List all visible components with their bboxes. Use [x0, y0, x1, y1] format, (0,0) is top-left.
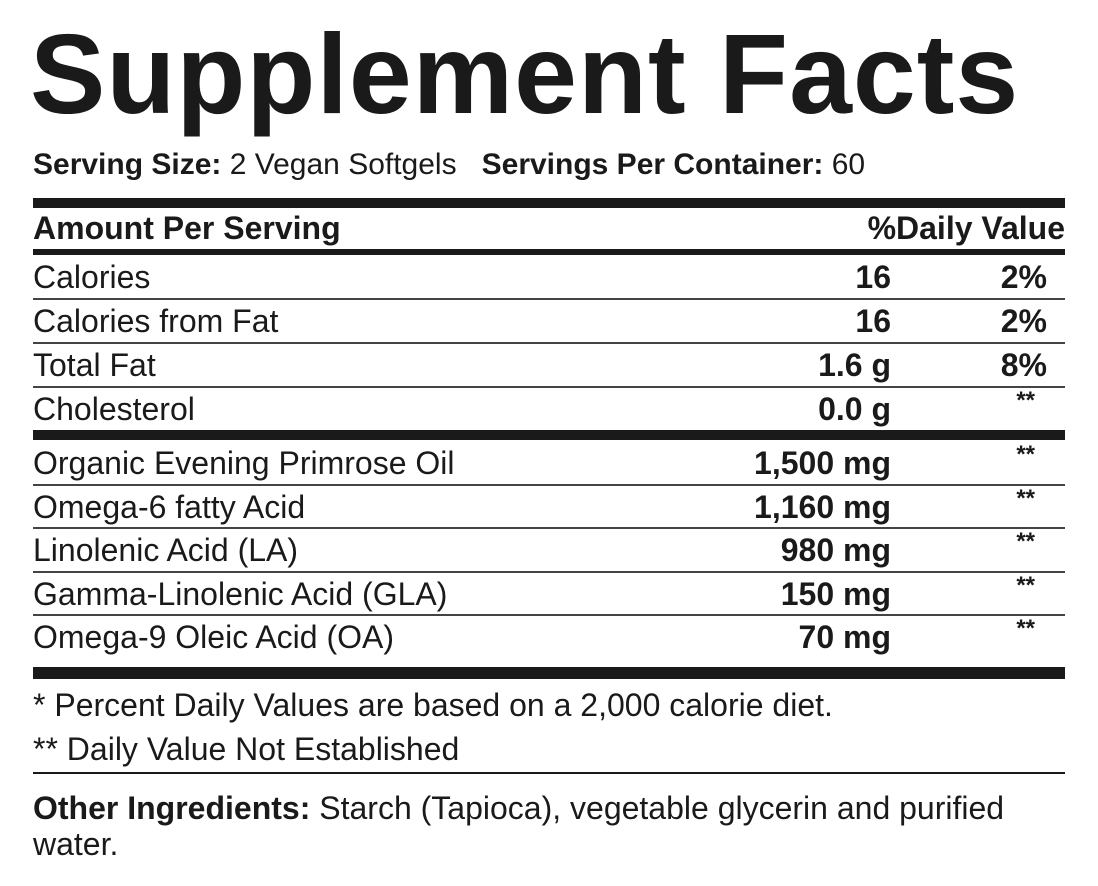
- table-header: Amount Per Serving %Daily Value: [33, 208, 1065, 248]
- row-name: Calories: [33, 259, 151, 295]
- nutrient-row: Calories 16 2%: [33, 255, 1065, 299]
- row-amount: 980 mg: [780, 532, 891, 568]
- row-amount: 70 mg: [798, 619, 891, 655]
- nutrient-row: Total Fat 1.6 g 8%: [33, 343, 1065, 387]
- thick-divider: [33, 198, 1065, 208]
- thin-divider: [33, 570, 1065, 573]
- serving-size-label: Serving Size:: [33, 148, 222, 181]
- thin-divider: [33, 527, 1065, 529]
- nutrient-row: Cholesterol 0.0 g **: [33, 387, 1065, 431]
- row-name: Linolenic Acid (LA): [33, 532, 299, 568]
- row-name: Calories from Fat: [33, 303, 279, 339]
- thin-divider: [33, 298, 1065, 300]
- row-amount: 16: [855, 259, 891, 295]
- thin-divider: [33, 483, 1065, 486]
- medium-divider: [33, 249, 1065, 255]
- ingredient-row: Omega-9 Oleic Acid (OA) 70 mg **: [33, 615, 1065, 659]
- row-amount: 150 mg: [780, 575, 891, 612]
- row-daily-value: **: [1016, 528, 1035, 555]
- header-amount: Amount Per Serving: [33, 210, 341, 246]
- serving-size-value: 2 Vegan Softgels: [229, 148, 457, 181]
- ingredient-row: Linolenic Acid (LA) 980 mg **: [33, 528, 1065, 572]
- other-ingredients-label: Other Ingredients:: [33, 790, 311, 826]
- ingredient-row: Gamma-Linolenic Acid (GLA) 150 mg **: [33, 572, 1065, 616]
- servings-per-container-label: Servings Per Container:: [481, 148, 824, 181]
- row-daily-value: 8%: [1000, 347, 1047, 383]
- row-daily-value: **: [1016, 615, 1035, 642]
- thin-divider: [33, 614, 1065, 616]
- row-amount: 0.0 g: [818, 391, 891, 427]
- header-daily-value: %Daily Value: [867, 210, 1065, 246]
- row-name: Gamma-Linolenic Acid (GLA): [33, 575, 448, 612]
- thick-divider: [33, 430, 1065, 440]
- row-amount: 1.6 g: [818, 347, 891, 383]
- row-daily-value: **: [1016, 484, 1035, 512]
- other-ingredients: Other Ingredients: Starch (Tapioca), veg…: [33, 790, 1073, 862]
- label-title: Supplement Facts: [30, 11, 1020, 137]
- thin-divider: [33, 386, 1065, 388]
- row-name: Organic Evening Primrose Oil: [33, 445, 455, 481]
- row-daily-value: **: [1016, 571, 1035, 599]
- footnote-percent-dv: * Percent Daily Values are based on a 2,…: [33, 687, 833, 723]
- ingredient-row: Omega-6 fatty Acid 1,160 mg **: [33, 485, 1065, 529]
- nutrient-row: Calories from Fat 16 2%: [33, 299, 1065, 343]
- servings-per-container-value: 60: [831, 148, 866, 181]
- other-ingredients-value: Starch (Tapioca), vegetable glycerin and…: [33, 790, 1005, 862]
- row-amount: 16: [855, 303, 891, 339]
- row-name: Omega-9 Oleic Acid (OA): [33, 619, 394, 655]
- row-amount: 1,500 mg: [754, 445, 891, 481]
- serving-info: Serving Size: 2 Vegan Softgels Servings …: [33, 146, 865, 184]
- row-amount: 1,160 mg: [754, 488, 891, 525]
- thin-divider: [33, 342, 1065, 344]
- thin-divider: [33, 772, 1065, 774]
- ingredient-row: Organic Evening Primrose Oil 1,500 mg **: [33, 441, 1065, 485]
- row-name: Cholesterol: [33, 391, 195, 427]
- row-name: Omega-6 fatty Acid: [33, 488, 306, 525]
- row-daily-value: 2%: [1000, 303, 1047, 339]
- thick-divider: [33, 667, 1065, 679]
- row-daily-value: 2%: [1000, 259, 1047, 295]
- row-daily-value: **: [1016, 441, 1035, 468]
- row-daily-value: **: [1016, 387, 1035, 414]
- footnote-dv-not-established: ** Daily Value Not Established: [33, 731, 460, 767]
- row-name: Total Fat: [33, 347, 156, 383]
